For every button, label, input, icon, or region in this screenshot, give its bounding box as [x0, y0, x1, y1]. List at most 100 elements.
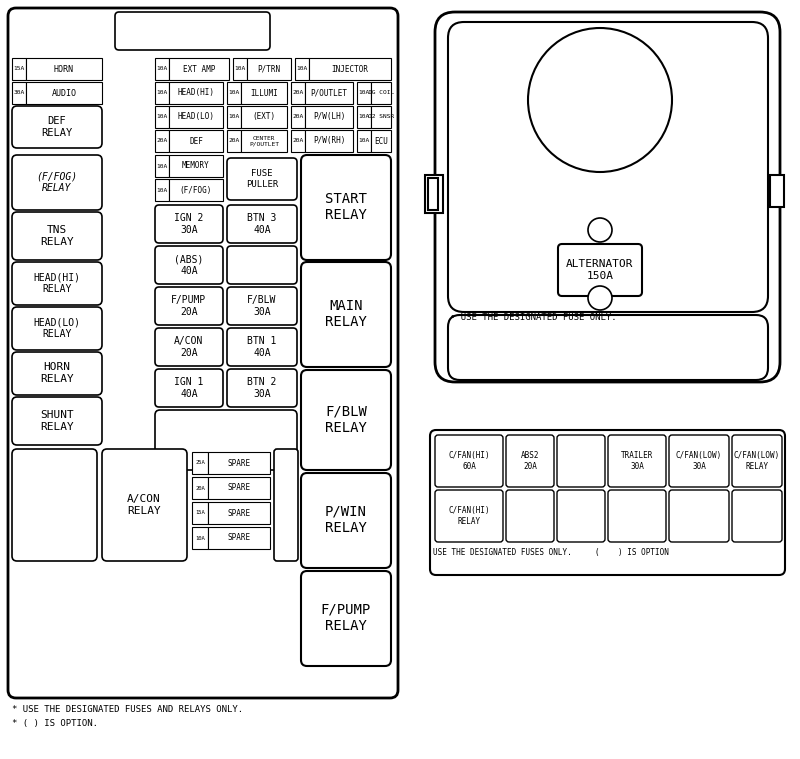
Bar — [12, 58, 26, 80]
Text: ECU: ECU — [374, 137, 388, 146]
FancyBboxPatch shape — [506, 435, 554, 487]
Text: SPARE: SPARE — [227, 458, 250, 468]
Bar — [155, 82, 169, 104]
Circle shape — [588, 286, 612, 310]
Bar — [428, 178, 438, 210]
Text: 20A: 20A — [292, 90, 304, 96]
Bar — [169, 58, 229, 80]
Bar — [192, 527, 208, 549]
Text: DEF
RELAY: DEF RELAY — [42, 116, 73, 138]
Bar — [371, 130, 391, 152]
FancyBboxPatch shape — [301, 370, 391, 470]
Bar — [26, 82, 102, 104]
Text: IGN 2
30A: IGN 2 30A — [174, 213, 204, 235]
Text: F/PUMP
20A: F/PUMP 20A — [171, 295, 206, 317]
FancyBboxPatch shape — [301, 473, 391, 568]
Text: 10A: 10A — [156, 163, 168, 168]
Bar — [309, 58, 391, 80]
Text: 10A: 10A — [156, 187, 168, 193]
Text: O2 SNSR: O2 SNSR — [368, 115, 394, 119]
FancyBboxPatch shape — [155, 205, 223, 243]
Text: P/WIN
RELAY: P/WIN RELAY — [325, 505, 367, 535]
Text: HEAD(LO): HEAD(LO) — [178, 112, 214, 121]
Bar — [26, 58, 102, 80]
Bar — [247, 58, 291, 80]
Text: 10A: 10A — [195, 536, 205, 540]
Text: SHUNT
RELAY: SHUNT RELAY — [40, 410, 74, 432]
Bar — [155, 130, 169, 152]
Bar — [357, 106, 371, 128]
Text: CENTER
P/OUTLET: CENTER P/OUTLET — [249, 136, 279, 146]
Text: IGN 1
40A: IGN 1 40A — [174, 377, 204, 398]
Text: USE THE DESIGNATED FUSES ONLY.     (    ) IS OPTION: USE THE DESIGNATED FUSES ONLY. ( ) IS OP… — [433, 548, 669, 557]
FancyBboxPatch shape — [227, 205, 297, 243]
FancyBboxPatch shape — [12, 106, 102, 148]
Text: C/FAN(HI)
RELAY: C/FAN(HI) RELAY — [448, 506, 490, 526]
Text: ABS2
20A: ABS2 20A — [521, 452, 539, 471]
Bar — [241, 82, 287, 104]
FancyBboxPatch shape — [155, 410, 297, 470]
Bar — [169, 179, 223, 201]
FancyBboxPatch shape — [732, 435, 782, 487]
Bar — [291, 106, 305, 128]
FancyBboxPatch shape — [558, 244, 642, 296]
FancyBboxPatch shape — [227, 369, 297, 407]
Text: P/W(RH): P/W(RH) — [313, 137, 345, 146]
FancyBboxPatch shape — [115, 12, 270, 50]
Text: C/FAN(LOW)
RELAY: C/FAN(LOW) RELAY — [734, 452, 780, 471]
Bar — [371, 106, 391, 128]
Text: P/W(LH): P/W(LH) — [313, 112, 345, 121]
Text: 20A: 20A — [156, 138, 168, 143]
FancyBboxPatch shape — [12, 352, 102, 395]
Text: 10A: 10A — [228, 90, 240, 96]
Bar — [155, 155, 169, 177]
Bar — [169, 155, 223, 177]
Text: (EXT): (EXT) — [253, 112, 275, 121]
Bar — [295, 58, 309, 80]
Text: P/TRN: P/TRN — [258, 65, 281, 74]
FancyBboxPatch shape — [301, 155, 391, 260]
FancyBboxPatch shape — [227, 246, 297, 284]
Text: C/FAN(LOW)
30A: C/FAN(LOW) 30A — [676, 452, 722, 471]
Bar — [12, 82, 26, 104]
Text: SPARE: SPARE — [227, 483, 250, 493]
FancyBboxPatch shape — [732, 490, 782, 542]
Bar — [208, 502, 270, 524]
Text: * USE THE DESIGNATED FUSES AND RELAYS ONLY.: * USE THE DESIGNATED FUSES AND RELAYS ON… — [12, 705, 243, 714]
FancyBboxPatch shape — [448, 22, 768, 312]
FancyBboxPatch shape — [435, 435, 503, 487]
Text: 25A: 25A — [195, 461, 205, 465]
Text: TRAILER
30A: TRAILER 30A — [621, 452, 653, 471]
Text: 20A: 20A — [292, 115, 304, 119]
Text: MAIN
RELAY: MAIN RELAY — [325, 299, 367, 329]
FancyBboxPatch shape — [12, 449, 97, 561]
FancyBboxPatch shape — [155, 328, 223, 366]
FancyBboxPatch shape — [669, 490, 729, 542]
FancyBboxPatch shape — [8, 8, 398, 698]
Text: HEAD(HI): HEAD(HI) — [178, 89, 214, 97]
Text: 10A: 10A — [156, 115, 168, 119]
FancyBboxPatch shape — [274, 449, 298, 561]
Text: 10A: 10A — [228, 115, 240, 119]
Text: 20A: 20A — [292, 138, 304, 143]
Text: F/PUMP
RELAY: F/PUMP RELAY — [321, 603, 371, 633]
Text: SPARE: SPARE — [227, 534, 250, 543]
Bar — [169, 106, 223, 128]
Text: INJECTOR: INJECTOR — [331, 65, 369, 74]
Bar — [357, 82, 371, 104]
Bar — [241, 106, 287, 128]
Text: 10A: 10A — [234, 67, 246, 71]
Text: ILLUMI: ILLUMI — [250, 89, 278, 97]
Bar — [155, 179, 169, 201]
Text: TNS
RELAY: TNS RELAY — [40, 225, 74, 247]
FancyBboxPatch shape — [557, 435, 605, 487]
Text: 15A: 15A — [14, 67, 25, 71]
Bar — [291, 130, 305, 152]
Text: AUDIO: AUDIO — [51, 89, 77, 97]
Text: (F/FOG)
RELAY: (F/FOG) RELAY — [37, 172, 78, 193]
Bar — [291, 82, 305, 104]
Text: DEF: DEF — [189, 137, 203, 146]
Text: (F/FOG): (F/FOG) — [180, 185, 212, 194]
FancyBboxPatch shape — [557, 490, 605, 542]
FancyBboxPatch shape — [12, 262, 102, 305]
